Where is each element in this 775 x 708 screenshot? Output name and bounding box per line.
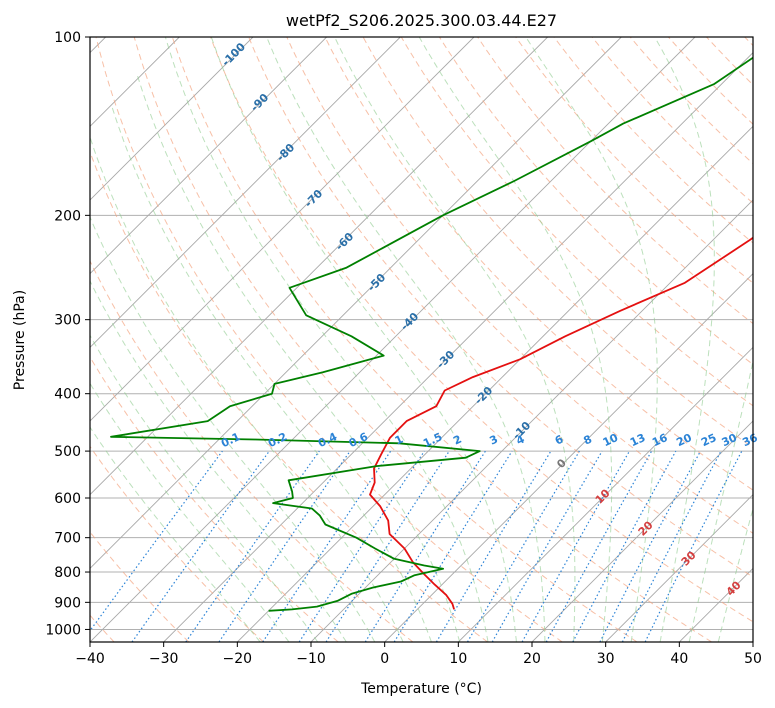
y-tick-label: 400 [54,387,81,403]
mixing-ratio-line [262,450,392,642]
y-axis-label: Pressure (hPa) [12,290,28,390]
moist-adiabat-line [164,37,489,642]
y-tick-label: 1000 [45,622,81,638]
moist-adiabat-line [418,37,613,642]
moist-adiabat-line [90,215,376,642]
mixing-ratio-label: 20 [674,431,694,449]
isotherm-line [90,37,254,201]
isotherm-line [605,494,753,642]
moist-adiabat-line [136,72,461,642]
moist-adiabat-line [334,37,576,642]
isotherm-line [90,37,696,642]
x-tick-label: 0 [380,651,389,667]
chart-title: wetPf2_S206.2025.300.03.44.E27 [286,11,557,31]
dry-adiabat-line [90,445,264,642]
temperature-profile-line [369,236,753,610]
mixing-ratio-label: 16 [650,431,670,449]
x-tick-label: 30 [597,651,615,667]
x-tick-label: 10 [449,651,467,667]
moist-adiabat-line [266,37,546,642]
mixing-ratio-line [298,450,425,642]
mixing-ratio-label: 13 [628,431,647,449]
isotherm-line [163,52,753,642]
y-tick-label: 900 [54,595,81,611]
y-tick-label: 800 [54,565,81,581]
moist-adiabat-line [688,358,753,642]
dry-adiabat-line [90,259,414,642]
dry-adiabat-line [210,37,753,623]
x-tick-label: 40 [670,651,688,667]
moist-adiabat-line [90,382,290,642]
mixing-ratio-label: 36 [740,431,760,449]
mixing-ratio-label: 30 [720,431,740,449]
mixing-ratio-line [131,450,270,642]
mixing-ratio-label: 10 [601,431,621,449]
dry-adiabat-line [171,37,712,642]
dry-adiabat-line [248,37,753,578]
plot-frame [89,36,754,643]
series-layer [110,56,753,612]
dry-adiabat-line [324,37,753,491]
isotherm-line [384,273,753,642]
isotherm-line [90,37,622,569]
dry-adiabat-line [90,356,339,642]
isotherm-line [90,37,327,275]
grid-layer [90,37,753,642]
x-tick-label: −20 [223,651,253,667]
mixing-ratio-line [545,450,653,642]
x-tick-label: 50 [744,651,762,667]
mixing-ratio-label: 25 [699,431,718,449]
dry-adiabat-line [286,37,753,534]
isotherm-line [90,37,401,348]
mixing-ratio-line [325,450,450,642]
x-tick-label: −30 [149,651,179,667]
dry-adiabat-line [515,37,753,284]
dry-adiabat-line [95,37,563,642]
y-tick-label: 600 [54,491,81,507]
y-tick-label: 700 [54,531,81,547]
dewpoint-profile-line [110,56,753,612]
y-tick-label: 100 [54,30,81,46]
mixing-ratio-line [572,450,677,642]
mixing-ratio-line [218,450,351,642]
y-tick-label: 200 [54,208,81,224]
mixing-ratio-line [644,450,743,642]
moist-adiabat-line [110,104,432,642]
moist-adiabat-line [90,426,261,642]
x-tick-label: −10 [296,651,326,667]
mixing-ratio-line [185,450,320,642]
isotherm-line [237,125,753,642]
y-tick-label: 300 [54,313,81,329]
axes-layer: −40 −30 −20 −10 0 10 20 30 40 50 100 200 300 400 500 60… [45,30,762,667]
x-axis-label: Temperature (°C) [360,681,482,697]
moist-adiabat-line [210,37,517,642]
moist-adiabat-line [525,37,658,642]
mixing-ratio-line [521,450,631,642]
x-tick-label: 20 [523,651,541,667]
mixing-ratio-line [393,450,513,642]
x-tick-label: −40 [75,651,105,667]
isotherm-line [90,37,475,422]
isotherm-line [531,420,753,642]
mixing-ratio-line [90,450,223,632]
isotherm-line [458,346,753,642]
moist-adiabat-line [90,135,404,642]
y-tick-label: 500 [54,444,81,460]
isotherm-line [90,37,548,496]
moist-adiabat-line [717,506,753,642]
moist-adiabat-line [654,37,715,642]
